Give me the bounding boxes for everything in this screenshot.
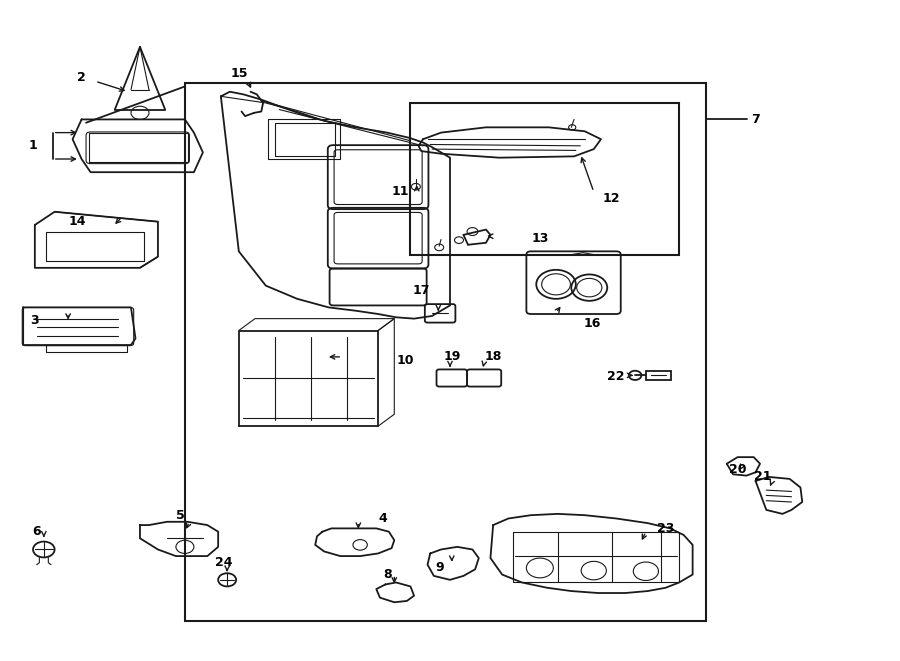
Text: 15: 15: [230, 67, 248, 80]
Text: 23: 23: [657, 522, 674, 535]
Text: 17: 17: [412, 284, 430, 297]
Text: 20: 20: [729, 463, 746, 475]
Text: 1: 1: [29, 139, 38, 152]
Text: 3: 3: [31, 314, 40, 327]
Text: 8: 8: [382, 568, 392, 581]
Text: 19: 19: [443, 350, 461, 364]
Text: 10: 10: [396, 354, 414, 367]
Text: 14: 14: [68, 215, 86, 228]
Text: 16: 16: [583, 317, 600, 330]
Text: 12: 12: [603, 192, 620, 205]
Text: 7: 7: [752, 113, 760, 126]
Text: 5: 5: [176, 509, 184, 522]
Text: 13: 13: [531, 231, 548, 245]
Text: 24: 24: [215, 556, 232, 569]
Text: 22: 22: [608, 370, 625, 383]
Text: 4: 4: [378, 512, 387, 525]
Text: 11: 11: [392, 186, 410, 198]
Text: 9: 9: [435, 561, 444, 574]
Text: 18: 18: [484, 350, 502, 364]
Text: 2: 2: [77, 71, 86, 85]
Text: 6: 6: [32, 525, 41, 538]
Text: 21: 21: [754, 471, 771, 483]
